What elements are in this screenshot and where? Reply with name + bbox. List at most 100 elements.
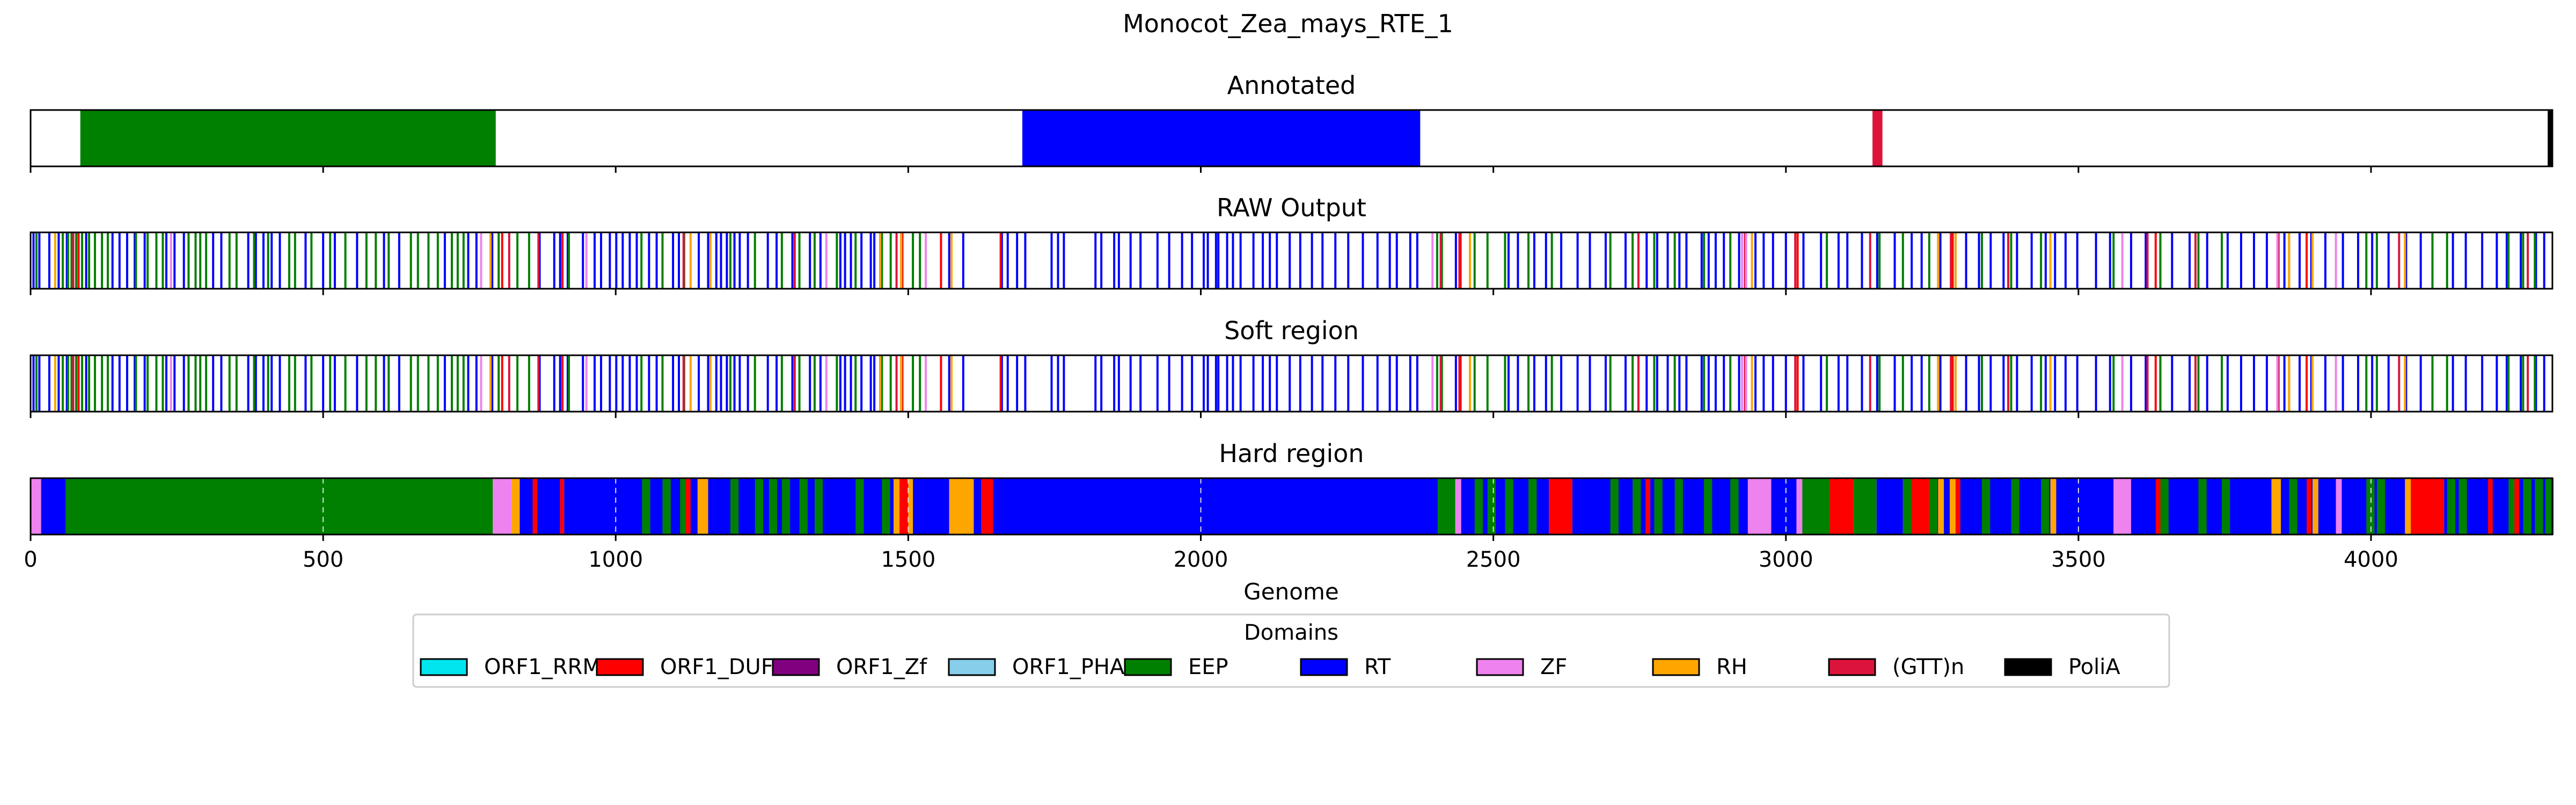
segment-RT bbox=[41, 478, 66, 535]
legend-swatch bbox=[420, 658, 468, 676]
overlay-EEP bbox=[814, 478, 823, 535]
overlay-ORF1_DUF bbox=[1955, 478, 1960, 535]
track-title: Hard region bbox=[1219, 439, 1364, 468]
overlay-EEP bbox=[1674, 478, 1683, 535]
legend-label: ORF1_Zf bbox=[836, 655, 927, 679]
legend-entry: ZF bbox=[1476, 655, 1567, 679]
segment-ZF bbox=[1455, 478, 1461, 535]
segment-ZF bbox=[1747, 478, 1772, 535]
overlay-EEP bbox=[882, 478, 890, 535]
segment-ZF bbox=[2113, 478, 2132, 535]
segment-EEP bbox=[65, 478, 493, 535]
legend-swatch bbox=[1476, 658, 1524, 676]
overlay-EEP bbox=[1730, 478, 1739, 535]
overlay-EEP bbox=[2011, 478, 2019, 535]
legend-swatch bbox=[1828, 658, 1876, 676]
overlay-ORF1_DUF bbox=[1645, 478, 1650, 535]
segment-RT bbox=[913, 478, 949, 535]
overlay-EEP bbox=[755, 478, 763, 535]
legend-swatch bbox=[1652, 658, 1700, 676]
segment-RT bbox=[2281, 478, 2406, 535]
overlay-EEP bbox=[781, 478, 791, 535]
legend: Domains ORF1_RRM ORF1_DUF ORF1_Zf ORF1_PHA E… bbox=[412, 613, 2170, 688]
segment-ORF1_DUF bbox=[2406, 478, 2445, 535]
segment-(GTT)n bbox=[1872, 110, 1883, 166]
overlay-EEP bbox=[2289, 478, 2297, 535]
chart-title: Monocot_Zea_mays_RTE_1 bbox=[1123, 9, 1453, 38]
segment-EEP bbox=[80, 110, 496, 166]
track-title: Annotated bbox=[1227, 71, 1356, 100]
overlay-EEP bbox=[2041, 478, 2050, 535]
segment-RT bbox=[564, 478, 698, 535]
overlay-EEP bbox=[2222, 478, 2230, 535]
segment-RH bbox=[949, 478, 974, 535]
overlay-EEP bbox=[1633, 478, 1641, 535]
tracks: Annotated RAW Output Soft region Hard regio… bbox=[30, 71, 2554, 541]
segment-ZF bbox=[31, 478, 41, 535]
legend-entry: ORF1_RRM bbox=[420, 655, 601, 679]
track-frame bbox=[30, 354, 2553, 413]
segment-PoliA bbox=[2548, 110, 2552, 166]
legend-label: ORF1_PHA bbox=[1012, 655, 1125, 679]
x-tick-label: 3500 bbox=[2051, 547, 2106, 572]
overlay-RH bbox=[1938, 478, 1944, 535]
overlay-EEP bbox=[1929, 478, 1938, 535]
overlay-ZF bbox=[2336, 478, 2342, 535]
segment-RT bbox=[1022, 110, 1421, 166]
legend-swatch bbox=[1300, 658, 1348, 676]
segment-EEP bbox=[1797, 478, 1830, 535]
overlay-ORF1_DUF bbox=[2488, 478, 2493, 535]
legend-entry: ORF1_Zf bbox=[772, 655, 927, 679]
overlay-EEP bbox=[2366, 478, 2375, 535]
legend-frame bbox=[412, 613, 2170, 688]
x-tick-label: 4000 bbox=[2344, 547, 2398, 572]
overlay-EEP bbox=[2376, 478, 2385, 535]
track-frame bbox=[30, 109, 2553, 167]
track-frame bbox=[30, 477, 2553, 536]
legend-swatch bbox=[596, 658, 644, 676]
legend-swatch bbox=[2004, 658, 2052, 676]
legend-label: EEP bbox=[1188, 655, 1228, 679]
segment-ORF1_DUF bbox=[560, 478, 565, 535]
overlay-ORF1_DUF bbox=[2307, 478, 2311, 535]
overlay-RH bbox=[2405, 478, 2411, 535]
overlay-EEP bbox=[1902, 478, 1912, 535]
overlay-EEP bbox=[769, 478, 778, 535]
overlay-ORF1_DUF bbox=[686, 478, 691, 535]
legend-entry: (GTT)n bbox=[1828, 655, 1964, 679]
segment-ORF1_DUF bbox=[899, 478, 909, 535]
x-axis-label: Genome bbox=[1243, 579, 1338, 605]
x-tick-label: 1000 bbox=[588, 547, 643, 572]
track-title: RAW Output bbox=[1217, 193, 1366, 222]
segment-RT bbox=[519, 478, 560, 535]
legend-label: (GTT)n bbox=[1892, 655, 1964, 679]
segment-RH bbox=[511, 478, 520, 535]
overlay-EEP bbox=[2535, 478, 2543, 535]
overlay-EEP bbox=[1982, 478, 1990, 535]
x-tick-label: 3000 bbox=[1759, 547, 1813, 572]
segment-ZF bbox=[493, 478, 512, 535]
x-tick-label: 2000 bbox=[1174, 547, 1228, 572]
overlay-EEP bbox=[662, 478, 671, 535]
segment-RH bbox=[2271, 478, 2281, 535]
overlay-EEP bbox=[799, 478, 808, 535]
overlay-EEP bbox=[1610, 478, 1619, 535]
legend-entry: RH bbox=[1652, 655, 1747, 679]
track-frame bbox=[30, 231, 2553, 290]
x-tick-label: 500 bbox=[303, 547, 343, 572]
legend-entry: PoliA bbox=[2004, 655, 2120, 679]
overlay-EEP bbox=[2160, 478, 2169, 535]
legend-label: RT bbox=[1364, 655, 1391, 679]
legend-entry: RT bbox=[1300, 655, 1391, 679]
overlay-EEP bbox=[730, 478, 739, 535]
x-tick-label: 1500 bbox=[881, 547, 935, 572]
overlay-ORF1_DUF bbox=[2155, 478, 2161, 535]
segment-ORF1_DUF bbox=[1829, 478, 1854, 535]
legend-swatch bbox=[948, 658, 996, 676]
legend-entry: ORF1_DUF bbox=[596, 655, 773, 679]
overlay-RH bbox=[1950, 478, 1956, 535]
overlay-ZF bbox=[1796, 478, 1803, 535]
legend-swatch bbox=[772, 658, 820, 676]
overlay-EEP bbox=[2523, 478, 2531, 535]
